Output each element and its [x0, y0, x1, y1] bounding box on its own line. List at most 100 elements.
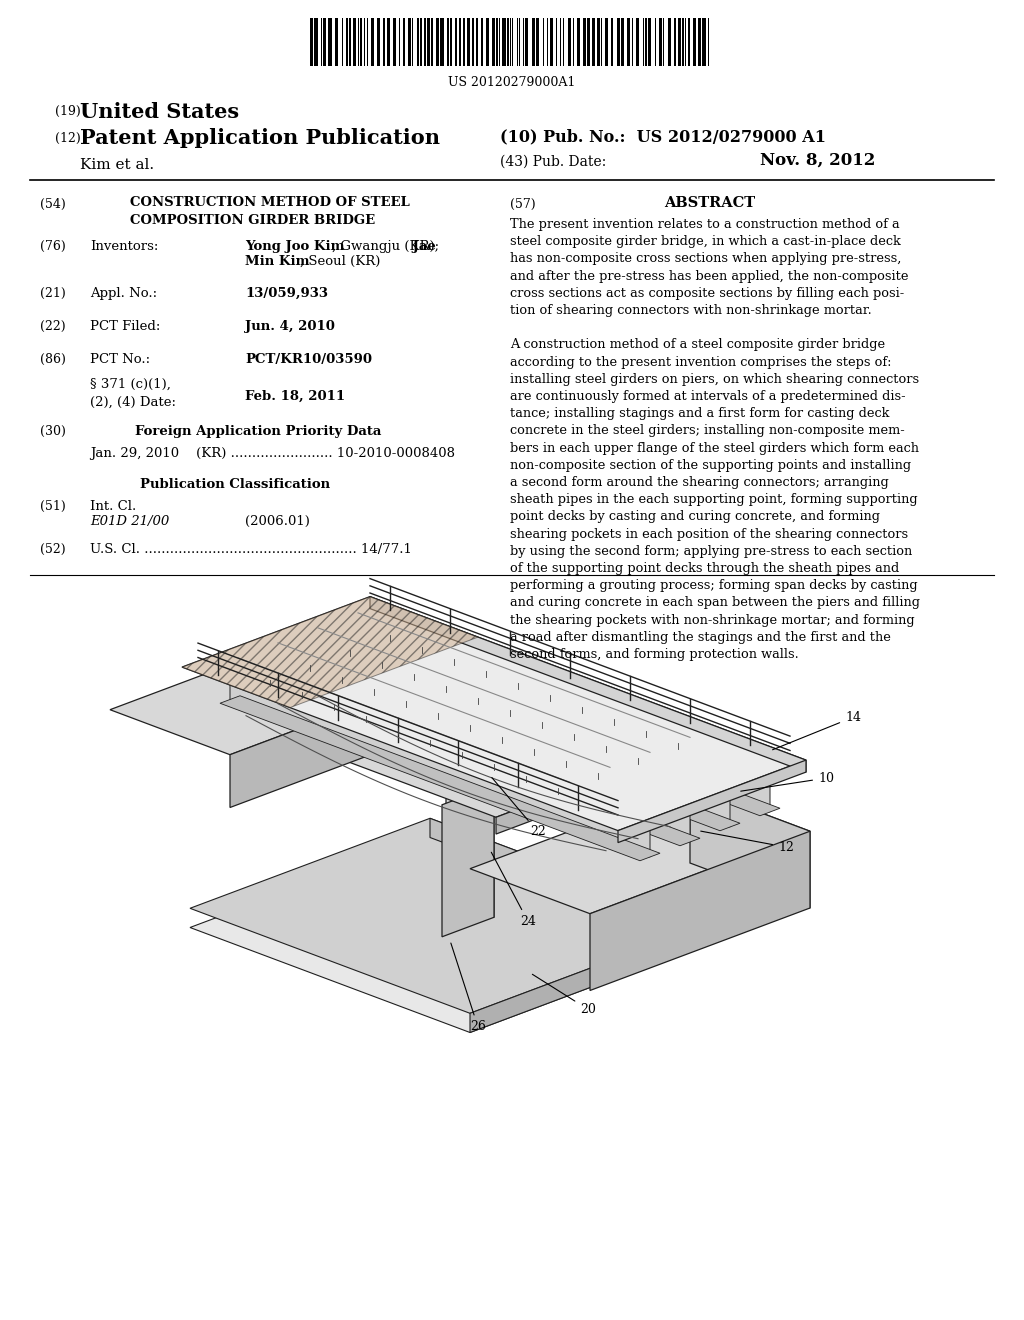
- Polygon shape: [446, 767, 494, 917]
- Bar: [349, 18, 351, 66]
- Bar: [668, 18, 671, 66]
- Bar: [523, 18, 524, 66]
- Bar: [632, 18, 633, 66]
- Bar: [516, 18, 517, 66]
- Bar: [459, 18, 461, 66]
- Bar: [496, 18, 498, 66]
- Bar: [467, 18, 470, 66]
- Bar: [424, 18, 426, 66]
- Text: U.S. Cl. .................................................. 14/77.1: U.S. Cl. ...............................…: [90, 543, 412, 556]
- Bar: [560, 18, 561, 66]
- Bar: [621, 18, 625, 66]
- Bar: [360, 18, 362, 66]
- Bar: [371, 18, 374, 66]
- Text: Feb. 18, 2011: Feb. 18, 2011: [245, 389, 345, 403]
- Bar: [567, 18, 570, 66]
- Bar: [512, 18, 513, 66]
- Bar: [321, 18, 322, 66]
- Bar: [616, 18, 620, 66]
- Polygon shape: [298, 636, 742, 803]
- Bar: [446, 18, 450, 66]
- Bar: [486, 18, 489, 66]
- Bar: [547, 18, 548, 66]
- Text: E01D 21/00: E01D 21/00: [90, 515, 169, 528]
- Bar: [537, 18, 540, 66]
- Bar: [346, 18, 348, 66]
- Polygon shape: [316, 702, 624, 817]
- Bar: [643, 18, 644, 66]
- Bar: [427, 18, 429, 66]
- Text: CONSTRUCTION METHOD OF STEEL
COMPOSITION GIRDER BRIDGE: CONSTRUCTION METHOD OF STEEL COMPOSITION…: [130, 195, 410, 227]
- Polygon shape: [218, 667, 662, 833]
- Bar: [698, 18, 701, 66]
- Bar: [342, 18, 343, 66]
- Polygon shape: [330, 627, 450, 725]
- Bar: [413, 18, 414, 66]
- Text: 10: 10: [740, 772, 834, 791]
- Text: (19): (19): [55, 106, 81, 117]
- Bar: [556, 18, 557, 66]
- Bar: [408, 18, 411, 66]
- Bar: [357, 18, 359, 66]
- Polygon shape: [618, 760, 806, 842]
- Bar: [604, 18, 608, 66]
- Bar: [367, 18, 368, 66]
- Text: Jae: Jae: [408, 240, 436, 253]
- Polygon shape: [260, 681, 700, 846]
- Text: The present invention relates to a construction method of a
steel composite gird: The present invention relates to a const…: [510, 218, 920, 661]
- Text: 12: 12: [700, 832, 794, 854]
- Text: Appl. No.:: Appl. No.:: [90, 286, 157, 300]
- Bar: [597, 18, 600, 66]
- Bar: [314, 18, 317, 66]
- Text: (43) Pub. Date:: (43) Pub. Date:: [500, 154, 606, 169]
- Text: PCT Filed:: PCT Filed:: [90, 319, 161, 333]
- Text: Inventors:: Inventors:: [90, 240, 159, 253]
- Polygon shape: [270, 656, 690, 842]
- Bar: [378, 18, 380, 66]
- Bar: [472, 18, 474, 66]
- Text: US 20120279000A1: US 20120279000A1: [449, 77, 575, 88]
- Text: PCT/KR10/03590: PCT/KR10/03590: [245, 352, 372, 366]
- Text: (54): (54): [40, 198, 66, 211]
- Bar: [323, 18, 327, 66]
- Polygon shape: [182, 597, 806, 830]
- Bar: [519, 18, 520, 66]
- Bar: [510, 18, 511, 66]
- Polygon shape: [230, 672, 450, 808]
- Text: ABSTRACT: ABSTRACT: [665, 195, 756, 210]
- Bar: [611, 18, 613, 66]
- Polygon shape: [444, 702, 624, 785]
- Text: 24: 24: [492, 853, 536, 928]
- Bar: [525, 18, 528, 66]
- Polygon shape: [370, 597, 806, 772]
- Bar: [636, 18, 639, 66]
- Bar: [492, 18, 495, 66]
- Bar: [543, 18, 544, 66]
- Bar: [463, 18, 466, 66]
- Bar: [417, 18, 419, 66]
- Polygon shape: [338, 622, 782, 788]
- Polygon shape: [230, 671, 650, 857]
- Text: Min Kim: Min Kim: [245, 255, 309, 268]
- Text: (30): (30): [40, 425, 66, 438]
- Bar: [688, 18, 690, 66]
- Text: (12): (12): [55, 132, 81, 145]
- Text: Publication Classification: Publication Classification: [140, 478, 330, 491]
- Bar: [503, 18, 506, 66]
- Text: PCT No.:: PCT No.:: [90, 352, 151, 366]
- Text: Jan. 29, 2010    (KR) ........................ 10-2010-0008408: Jan. 29, 2010 (KR) .....................…: [90, 447, 455, 459]
- Bar: [648, 18, 651, 66]
- Bar: [353, 18, 355, 66]
- Text: (22): (22): [40, 319, 66, 333]
- Text: (57): (57): [510, 198, 536, 211]
- Bar: [531, 18, 535, 66]
- Bar: [329, 18, 332, 66]
- Bar: [455, 18, 457, 66]
- Text: (52): (52): [40, 543, 66, 556]
- Bar: [436, 18, 439, 66]
- Bar: [645, 18, 647, 66]
- Polygon shape: [350, 626, 770, 812]
- Bar: [685, 18, 686, 66]
- Text: Nov. 8, 2012: Nov. 8, 2012: [760, 152, 876, 169]
- Bar: [682, 18, 684, 66]
